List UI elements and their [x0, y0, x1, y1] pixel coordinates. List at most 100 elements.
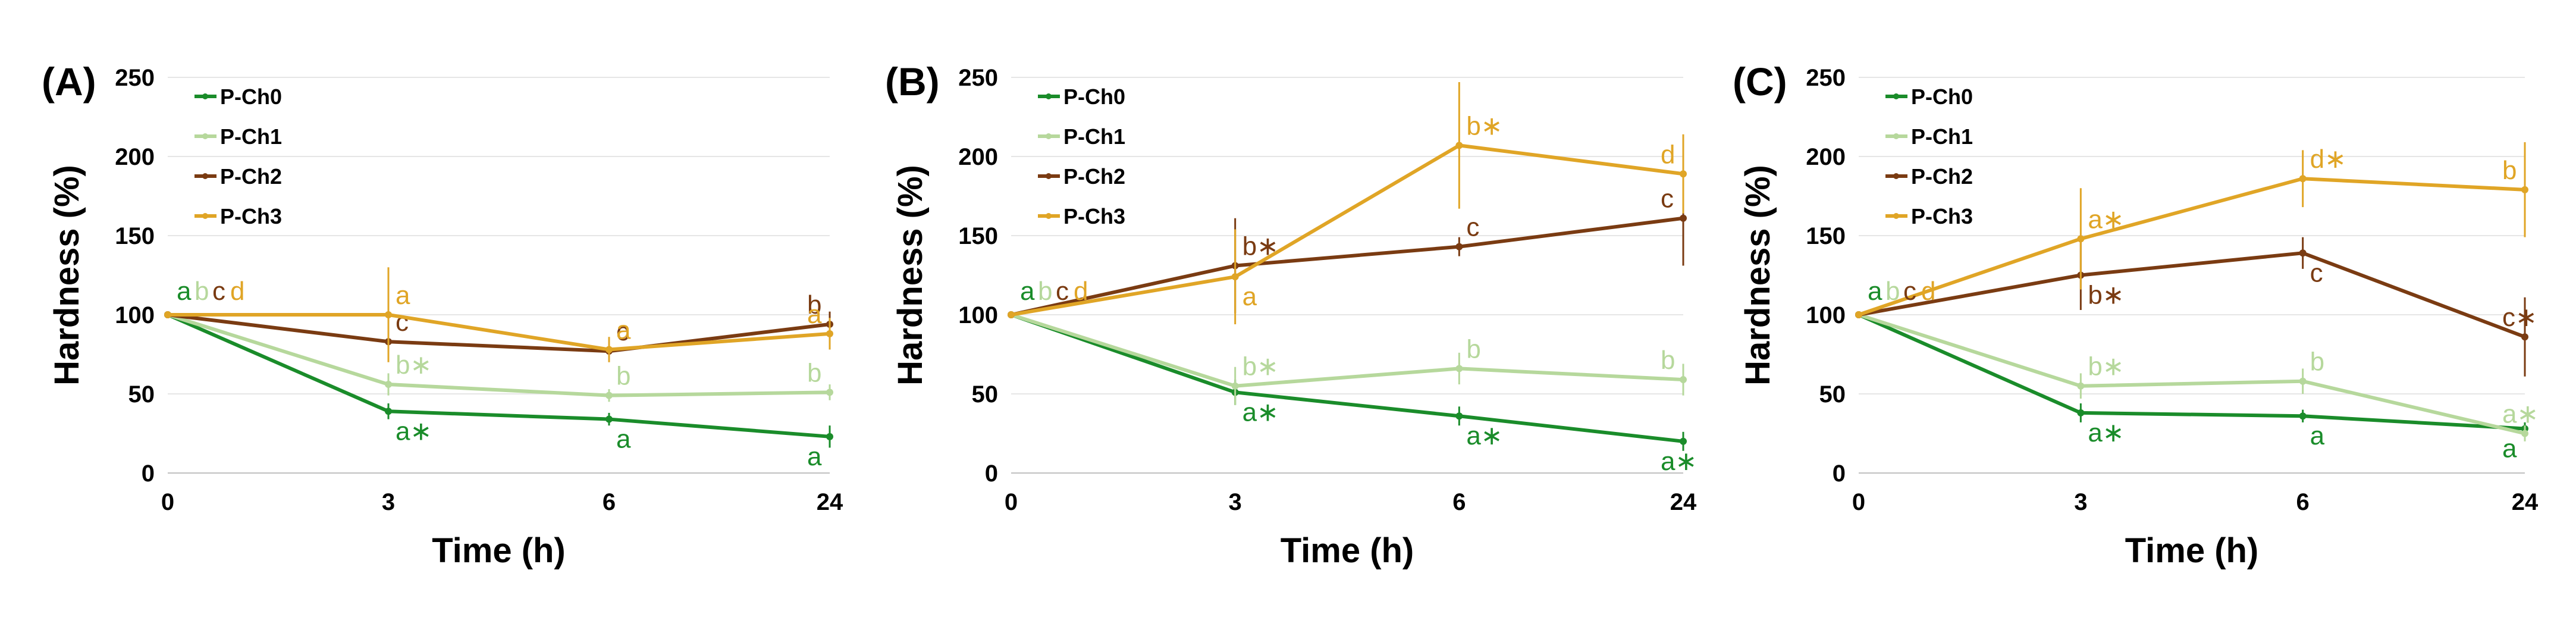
significance-label: a∗: [1242, 397, 1279, 427]
data-point: [2521, 430, 2528, 437]
series-p-ch1: b∗ b b: [164, 311, 833, 402]
legend-label: P-Ch0: [1911, 84, 1973, 109]
series-p-ch0: a∗ a a: [1855, 311, 2528, 463]
significance-label: a∗: [2088, 418, 2124, 447]
x-tick-label: 6: [1452, 489, 1466, 515]
x-tick-label: 24: [2512, 489, 2539, 515]
data-point: [1231, 382, 1239, 390]
legend-label: P-Ch3: [1063, 204, 1125, 228]
y-tick-label: 100: [1806, 302, 1846, 328]
legend-marker: [202, 93, 208, 99]
data-point: [1455, 365, 1463, 372]
significance-label: b: [194, 277, 209, 306]
panel-label: (C): [1733, 59, 1787, 104]
significance-label: a: [396, 281, 410, 310]
significance-label: c: [616, 317, 629, 346]
series-line: [167, 313, 830, 439]
data-point: [2077, 235, 2085, 243]
legend-label: P-Ch1: [220, 124, 282, 149]
y-tick-label: 250: [1806, 65, 1846, 91]
series-p-ch0: a∗ a∗ a∗: [1008, 311, 1697, 476]
y-axis-title: Hardness (%): [891, 165, 930, 386]
data-point: [2077, 409, 2085, 416]
legend-marker: [1046, 133, 1052, 139]
x-tick-label: 0: [1005, 489, 1018, 515]
significance-label: a∗: [2502, 400, 2539, 429]
significance-label: c: [1056, 277, 1069, 306]
y-tick-label: 50: [972, 381, 999, 408]
series-line: [1858, 251, 2526, 339]
legend: P-Ch0 P-Ch1 P-Ch2 P-Ch3: [1038, 84, 1125, 228]
data-point: [1680, 376, 1687, 384]
legend: P-Ch0 P-Ch1 P-Ch2 P-Ch3: [1885, 84, 1973, 228]
y-tick-label: 200: [1806, 144, 1846, 170]
significance-label: c: [2310, 258, 2323, 287]
data-point: [385, 408, 392, 415]
legend-label: P-Ch1: [1063, 124, 1125, 149]
data-point: [605, 415, 613, 423]
data-point: [2077, 382, 2085, 390]
panel-label: (A): [42, 59, 96, 104]
y-tick-label: 150: [958, 223, 998, 249]
data-point: [826, 330, 833, 337]
series-p-ch3: a a a: [164, 267, 833, 362]
significance-label: a: [1242, 282, 1257, 311]
data-point: [1680, 437, 1687, 445]
x-tick-label: 6: [2296, 489, 2310, 515]
series-p-ch3: a b∗ d: [1008, 82, 1687, 324]
series-line: [1011, 216, 1684, 317]
y-tick-label: 100: [958, 302, 998, 328]
series-p-ch3: a∗ d∗ b: [1855, 142, 2528, 318]
significance-label: c: [396, 308, 409, 337]
significance-label: c: [1466, 213, 1479, 242]
significance-label: b∗: [396, 350, 432, 380]
data-point: [1455, 243, 1463, 250]
series-line: [1858, 313, 2525, 436]
data-point: [1455, 412, 1463, 420]
x-tick-label: 3: [2074, 489, 2087, 515]
series-p-ch1: b∗ b b: [1008, 311, 1687, 405]
legend-label: P-Ch0: [220, 84, 282, 109]
y-axis-title: Hardness (%): [1739, 165, 1777, 386]
significance-label: a: [2310, 421, 2325, 450]
data-point: [605, 346, 613, 353]
significance-label: b: [1885, 277, 1900, 306]
data-point: [1855, 311, 1862, 318]
significance-label: b∗: [2088, 281, 2124, 310]
series-line: [1858, 177, 2525, 317]
significance-label: b: [807, 358, 821, 387]
y-tick-label: 0: [1833, 461, 1846, 487]
x-tick-label: 24: [817, 489, 843, 515]
legend-marker: [1046, 213, 1052, 219]
series-line: [167, 313, 830, 397]
significance-label: b: [807, 290, 821, 320]
series-line: [1011, 143, 1684, 317]
y-tick-label: 250: [958, 65, 998, 91]
significance-label: d: [1074, 277, 1088, 306]
legend-label: P-Ch0: [1063, 84, 1125, 109]
significance-label: d∗: [2310, 145, 2346, 174]
legend-label: P-Ch3: [220, 204, 282, 228]
y-tick-label: 200: [958, 144, 998, 170]
significance-label: b: [2310, 347, 2324, 377]
data-point: [826, 389, 833, 396]
legend-marker: [1893, 133, 1899, 139]
legend-label: P-Ch2: [220, 164, 282, 189]
significance-label: b∗: [1242, 232, 1279, 261]
data-point: [385, 381, 392, 389]
legend-label: P-Ch3: [1911, 204, 1973, 228]
legend-marker: [1046, 173, 1052, 179]
significance-label: a: [807, 442, 822, 471]
y-tick-label: 0: [142, 461, 155, 487]
legend-label: P-Ch1: [1911, 124, 1973, 149]
chart-panel-3: 0 50 100 150 200 250 0 3 6 24 Time (h) Hardness (%)…: [1733, 59, 2539, 570]
legend-label: P-Ch2: [1911, 164, 1973, 189]
significance-label: a∗: [1466, 421, 1502, 450]
legend-label: P-Ch2: [1063, 164, 1125, 189]
series-p-ch2: b∗ c c∗: [1855, 237, 2537, 377]
significance-label: a: [1868, 277, 1882, 306]
y-tick-label: 150: [1806, 223, 1846, 249]
x-tick-label: 24: [1670, 489, 1697, 515]
legend-marker: [202, 133, 208, 139]
